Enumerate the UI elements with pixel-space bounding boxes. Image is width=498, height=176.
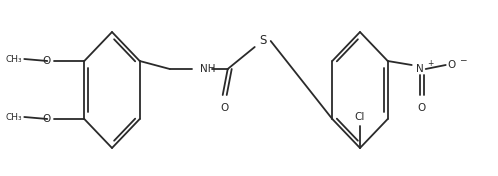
Text: O: O [42,56,50,66]
Text: O: O [418,103,426,113]
Text: CH₃: CH₃ [5,55,22,64]
Text: CH₃: CH₃ [5,112,22,121]
Text: −: − [459,55,466,64]
Text: NH: NH [200,64,215,74]
Text: O: O [42,114,50,124]
Text: Cl: Cl [355,112,365,122]
Text: O: O [448,60,456,70]
Text: N: N [416,64,424,74]
Text: S: S [259,34,266,48]
Text: O: O [221,103,229,113]
Text: +: + [427,59,433,68]
